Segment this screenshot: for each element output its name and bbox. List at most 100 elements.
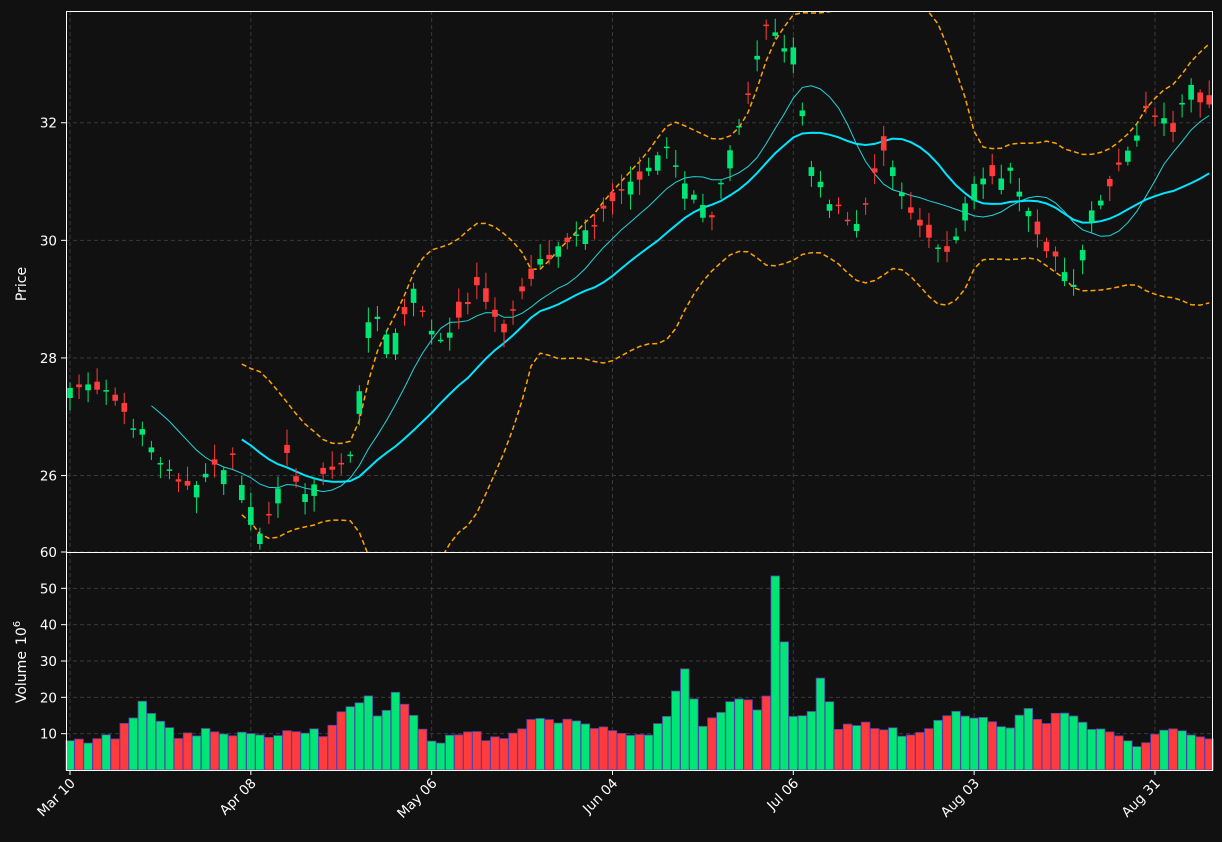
candle-body: [85, 384, 91, 391]
candle: [1125, 146, 1131, 166]
volume-bar: [1132, 746, 1142, 771]
volume-bar: [219, 733, 229, 771]
volume-bar: [1005, 727, 1016, 771]
price-y-ticks: 26 28 30 32: [40, 116, 66, 485]
volume-bar: [354, 702, 365, 771]
candle-body: [374, 316, 381, 319]
volume-bar: [689, 698, 699, 771]
candle: [85, 372, 91, 403]
candle: [573, 221, 580, 247]
volume-bar: [888, 727, 898, 771]
volume-bar: [472, 731, 482, 771]
candle: [844, 211, 851, 226]
candle: [148, 440, 155, 460]
volume-bar: [128, 717, 138, 771]
candle-body: [880, 136, 887, 151]
candle: [302, 483, 308, 515]
candle: [627, 166, 634, 210]
candle-body: [365, 322, 372, 338]
volume-axis-label-text: Volume: [14, 651, 30, 703]
candle-body: [808, 167, 815, 176]
candle: [166, 459, 173, 480]
candle-body: [229, 453, 236, 455]
candle-body: [401, 307, 408, 315]
candle-body: [311, 484, 317, 496]
candle-body: [1034, 221, 1041, 235]
candle: [519, 277, 525, 300]
candle-body: [654, 155, 661, 171]
candle-body: [1016, 191, 1023, 197]
candle-body: [175, 479, 182, 482]
volume-bar: [1086, 728, 1097, 771]
candle: [908, 192, 914, 220]
volume-bar: [300, 732, 310, 771]
candle-body: [302, 494, 308, 502]
candle-body: [844, 219, 851, 222]
candle-body: [510, 309, 516, 311]
volume-bar: [535, 718, 545, 771]
candle-body: [455, 301, 462, 318]
volume-bar: [182, 732, 193, 771]
candle: [763, 19, 769, 40]
volume-bar: [417, 728, 428, 771]
candle: [465, 292, 471, 315]
volume-bar: [680, 668, 690, 771]
volume-bar: [616, 733, 627, 771]
candle-body: [483, 288, 489, 302]
candle-body: [781, 48, 788, 52]
candle: [989, 153, 996, 185]
volume-bar: [508, 732, 518, 771]
volume-bar: [797, 715, 808, 771]
candle-body: [202, 473, 209, 478]
candle: [582, 219, 589, 250]
volume-bar: [74, 738, 84, 771]
volume-bar: [273, 735, 283, 771]
candle: [971, 176, 977, 209]
volume-bar: [1105, 731, 1115, 771]
volume-tick-label: 40: [40, 618, 57, 634]
candle: [853, 210, 860, 238]
candle: [537, 244, 543, 268]
candle: [555, 241, 562, 268]
candle: [546, 240, 552, 265]
candle: [76, 374, 82, 399]
volume-bar: [571, 720, 582, 771]
volume-bar: [770, 575, 780, 771]
volume-bar: [83, 742, 93, 771]
volume-bar: [960, 715, 970, 771]
volume-bar: [209, 731, 220, 771]
volume-bars: [65, 575, 1214, 771]
candle: [347, 451, 354, 463]
volume-tick-label: 30: [40, 654, 57, 670]
candle-body: [220, 470, 227, 485]
candle: [1134, 124, 1140, 147]
volume-bar: [1014, 714, 1025, 771]
candle-body: [618, 189, 625, 191]
volume-bar: [1096, 728, 1106, 771]
candle: [528, 255, 534, 287]
volume-bar: [1050, 712, 1061, 771]
candle-body: [772, 32, 779, 36]
candle: [401, 298, 408, 326]
volume-bar: [1159, 729, 1169, 771]
price-tick-label: 28: [40, 351, 57, 367]
candle: [338, 453, 345, 475]
volume-bar: [1123, 740, 1133, 771]
candle-body: [582, 230, 589, 245]
volume-bar: [499, 738, 509, 771]
candle-body: [1197, 92, 1203, 103]
candle-body: [94, 381, 100, 390]
candle-body: [645, 167, 652, 172]
volume-tick-label: 50: [40, 581, 57, 597]
candle-body: [718, 182, 724, 185]
candle-body: [700, 204, 706, 218]
candle: [257, 527, 263, 550]
volume-bar: [951, 710, 961, 771]
candle: [1088, 201, 1095, 233]
candle: [193, 480, 200, 514]
candle-body: [193, 484, 200, 498]
volume-bar: [445, 734, 455, 771]
volume-bar: [363, 695, 374, 771]
candle-body: [754, 55, 760, 60]
